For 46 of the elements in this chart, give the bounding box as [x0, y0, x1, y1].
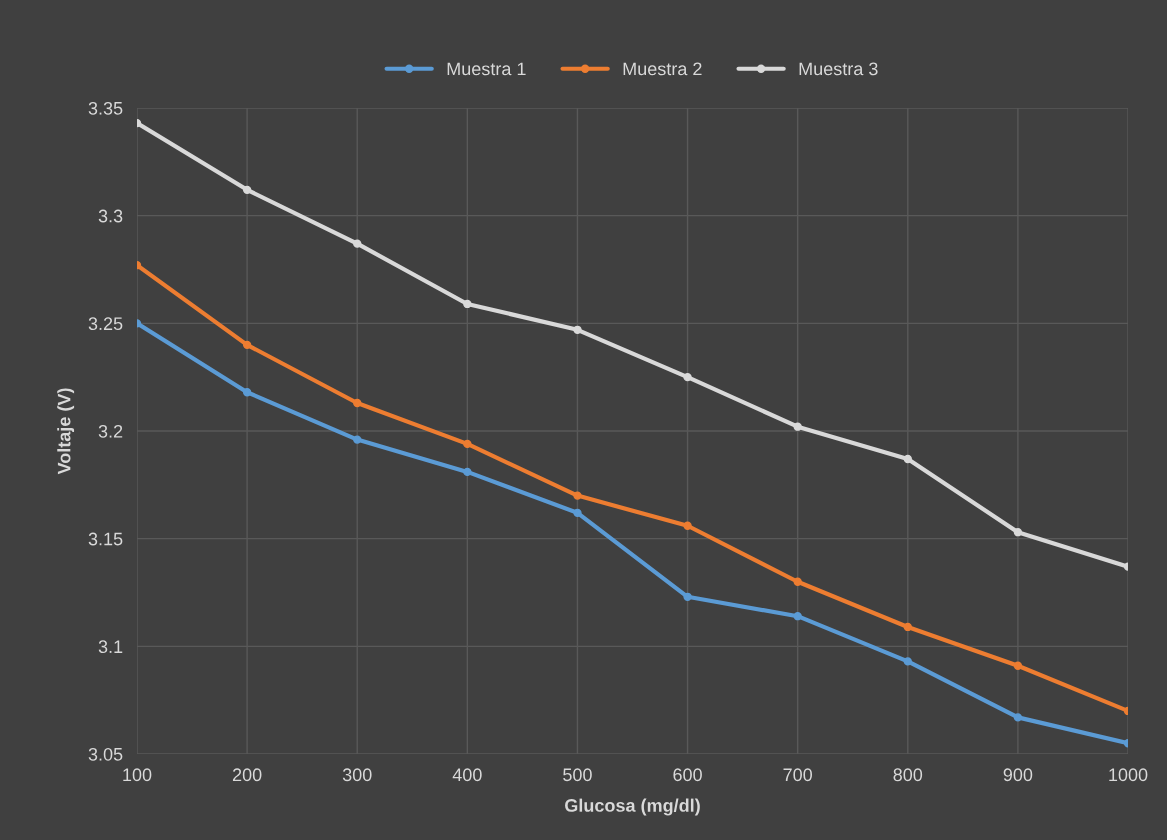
- point: [573, 325, 582, 334]
- y-tick-label: 3.35: [88, 101, 123, 115]
- point: [683, 372, 692, 382]
- point: [903, 622, 912, 632]
- point: [353, 435, 362, 444]
- point: [573, 508, 582, 517]
- point: [353, 398, 362, 408]
- x-tick-label: 400: [452, 768, 482, 782]
- point: [242, 185, 252, 194]
- point: [1013, 528, 1023, 537]
- point: [242, 388, 252, 397]
- point: [463, 467, 472, 477]
- y-tick-label: 3.1: [98, 640, 123, 654]
- legend-label: Muestra 3: [799, 62, 878, 76]
- point: [903, 657, 912, 666]
- y-axis-title: Voltaje (V): [57, 388, 75, 475]
- point: [793, 612, 802, 621]
- legend-label: Muestra 1: [447, 62, 526, 76]
- x-axis-title: Glucosa (mg/dl): [565, 798, 700, 816]
- x-tick-label: 700: [783, 768, 813, 782]
- x-tick-label: 900: [1003, 768, 1033, 782]
- point: [1013, 661, 1023, 670]
- point: [793, 422, 802, 431]
- y-tick-label: 3.15: [88, 532, 123, 546]
- y-tick-label: 3.25: [88, 317, 123, 331]
- point: [242, 340, 252, 350]
- x-tick-label: 800: [893, 768, 923, 782]
- point: [573, 491, 582, 500]
- x-tick-label: 500: [563, 768, 592, 782]
- x-tick-label: 600: [673, 768, 702, 782]
- x-tick-label: 300: [342, 768, 372, 782]
- point: [683, 521, 692, 530]
- point: [793, 577, 802, 586]
- x-tick-label: 100: [123, 768, 152, 782]
- point: [353, 239, 362, 248]
- point: [683, 592, 692, 601]
- x-tick-label: 200: [232, 768, 262, 782]
- x-tick-label: 1000: [1109, 768, 1148, 782]
- y-tick-label: 3.2: [98, 424, 123, 438]
- point: [463, 439, 472, 449]
- point: [1013, 713, 1023, 722]
- point: [463, 299, 472, 309]
- y-tick-label: 3.05: [88, 747, 123, 761]
- point: [903, 454, 912, 464]
- y-tick-label: 3.3: [98, 209, 123, 223]
- legend-label: Muestra 2: [623, 62, 702, 76]
